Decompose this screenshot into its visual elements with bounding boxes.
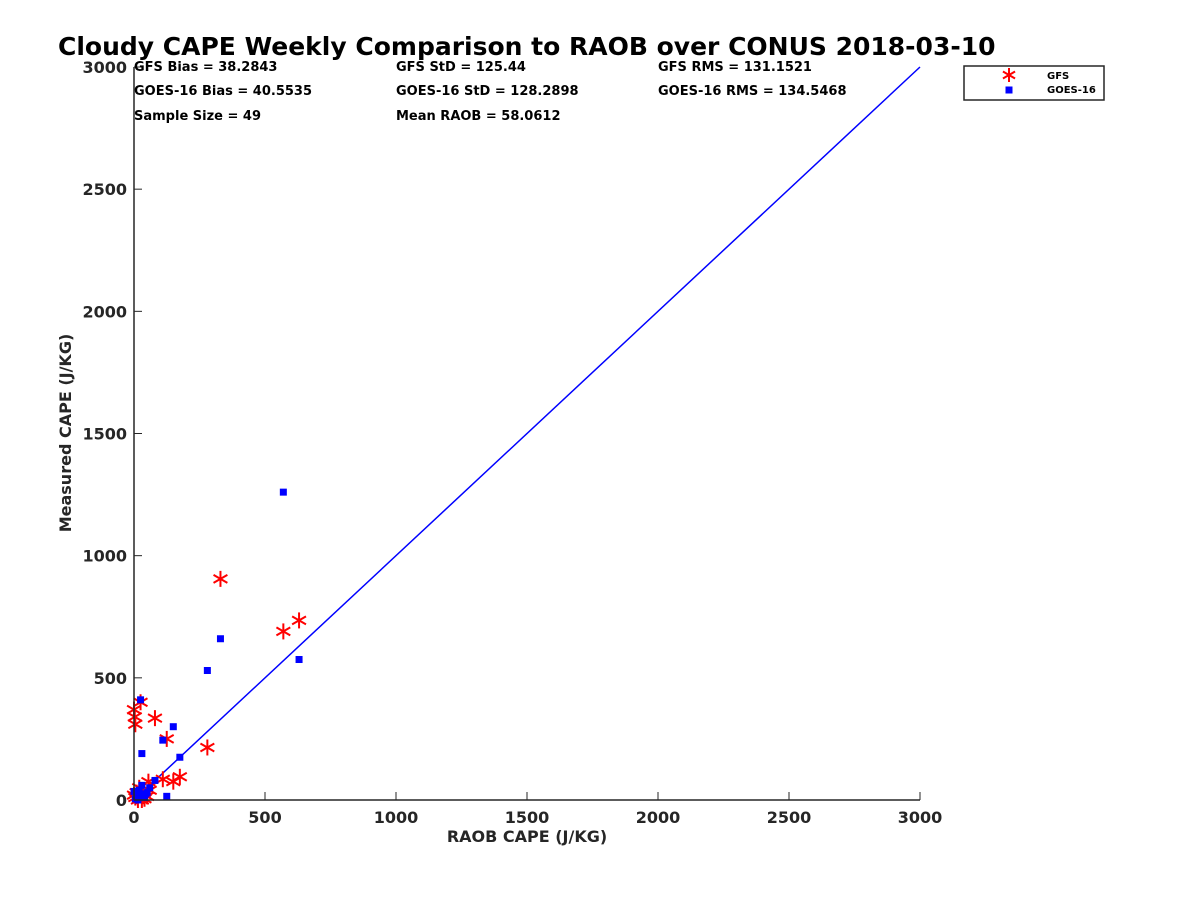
legend-goes16-marker — [1005, 86, 1013, 94]
gfs-point — [291, 612, 307, 629]
stat-text: GFS Bias = 38.2843 — [134, 60, 277, 75]
goes16-point — [176, 753, 184, 761]
goes16-point — [295, 656, 303, 664]
goes16-point — [169, 723, 177, 731]
y-tick-label: 0 — [116, 791, 127, 810]
stat-text: GOES-16 RMS = 134.5468 — [658, 84, 847, 99]
goes16-point — [163, 792, 171, 800]
goes16-point — [137, 696, 145, 704]
stat-text: Mean RAOB = 58.0612 — [396, 109, 561, 124]
goes16-point — [159, 736, 167, 744]
y-axis: 0 500 1000 1500 2000 2500 3000 — [82, 58, 142, 810]
x-tick-label: 2000 — [636, 808, 681, 827]
x-tick-label: 0 — [128, 808, 139, 827]
goes16-point — [216, 635, 224, 643]
y-tick-label: 1000 — [82, 547, 127, 566]
x-tick-label: 1000 — [374, 808, 419, 827]
goes16-point — [138, 781, 146, 789]
x-tick-label: 500 — [248, 808, 281, 827]
chart-title: Cloudy CAPE Weekly Comparison to RAOB ov… — [58, 32, 996, 61]
goes16-point — [151, 776, 159, 784]
plot-area — [126, 66, 921, 808]
legend: GFS GOES-16 — [963, 65, 1105, 101]
stat-text: GOES-16 StD = 128.2898 — [396, 84, 579, 99]
goes16-point — [146, 784, 154, 792]
gfs-point — [199, 739, 215, 756]
gfs-point — [147, 710, 163, 727]
goes16-point — [138, 750, 146, 758]
x-axis-label: RAOB CAPE (J/KG) — [447, 827, 607, 846]
y-tick-label: 500 — [94, 669, 127, 688]
x-tick-label: 3000 — [898, 808, 943, 827]
reference-line — [133, 66, 921, 801]
y-tick-label: 2500 — [82, 180, 127, 199]
gfs-point — [213, 570, 228, 587]
goes16-point — [133, 791, 141, 799]
stat-text: Sample Size = 49 — [134, 109, 261, 124]
stats-block: GFS Bias = 38.2843 GFS StD = 125.44 GFS RM… — [134, 60, 847, 124]
gfs-point — [165, 773, 181, 790]
goes16-point — [139, 792, 147, 800]
y-tick-label: 2000 — [82, 302, 127, 321]
stat-text: GFS StD = 125.44 — [396, 60, 526, 75]
y-tick-label: 3000 — [82, 58, 127, 77]
legend-goes16-label: GOES-16 — [1047, 85, 1096, 96]
y-tick-label: 1500 — [82, 425, 127, 444]
gfs-point — [275, 623, 291, 640]
x-tick-label: 1500 — [505, 808, 550, 827]
goes16-point — [203, 667, 211, 675]
gfs-point — [127, 708, 143, 725]
y-axis-label: Measured CAPE (J/KG) — [56, 334, 75, 533]
legend-box — [963, 65, 1105, 101]
stat-text: GFS RMS = 131.1521 — [658, 60, 812, 75]
goes16-point — [135, 786, 143, 794]
legend-gfs-marker — [1002, 68, 1016, 82]
x-tick-label: 2500 — [767, 808, 812, 827]
legend-gfs-label: GFS — [1047, 71, 1069, 82]
stat-text: GOES-16 Bias = 40.5535 — [134, 84, 312, 99]
goes16-point — [279, 488, 287, 496]
x-axis: 0 500 1000 1500 2000 2500 3000 — [128, 792, 942, 827]
